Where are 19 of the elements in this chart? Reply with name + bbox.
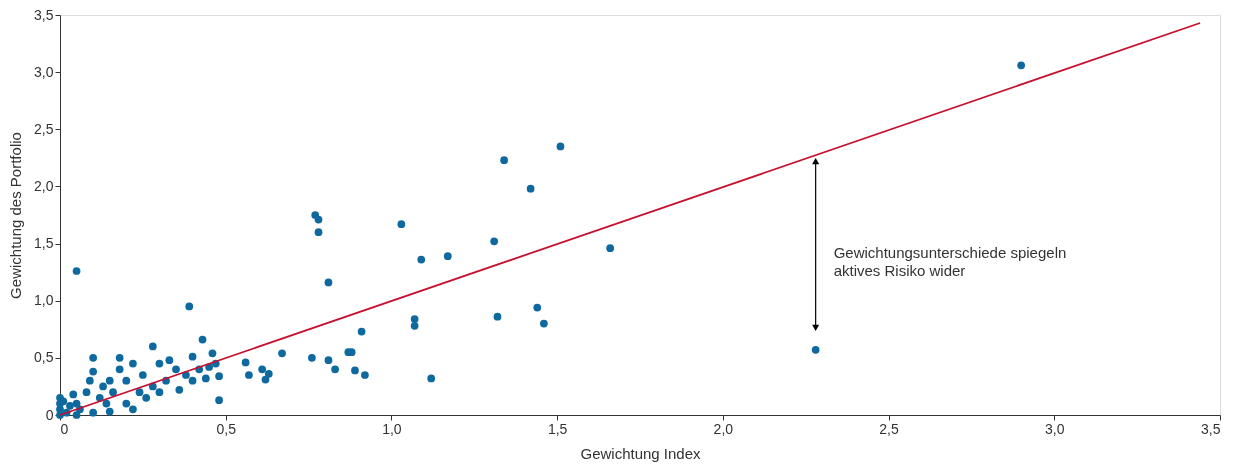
y-tick-label: 0 <box>45 406 54 423</box>
x-tick-label: 1,5 <box>547 420 568 437</box>
y-tick-label: 0,5 <box>34 349 54 366</box>
x-tick-label: 3,5 <box>1201 420 1221 437</box>
y-tick-label: 2,0 <box>34 177 54 194</box>
y-tick-label: 3,5 <box>34 6 54 23</box>
y-tick-label: 2,5 <box>34 120 54 137</box>
y-tick-label: 3,0 <box>34 63 54 80</box>
x-tick-label: 2,0 <box>713 420 734 437</box>
x-tick-label: 3,0 <box>1045 420 1065 437</box>
y-axis-title: Gewichtung des Portfolio <box>7 132 25 299</box>
y-tick-label: 1,5 <box>34 235 54 252</box>
y-tick-label: 1,0 <box>34 292 54 309</box>
x-axis-title: Gewichtung Index <box>580 444 702 462</box>
annotation: Gewichtungsunterschiede spiegeln aktives Risiko wider <box>833 243 1067 279</box>
x-tick-label: 0 <box>60 420 69 437</box>
x-tick-label: 0,5 <box>216 420 237 437</box>
x-tick-label: 1,0 <box>382 420 402 437</box>
x-tick-label: 2,5 <box>879 420 900 437</box>
